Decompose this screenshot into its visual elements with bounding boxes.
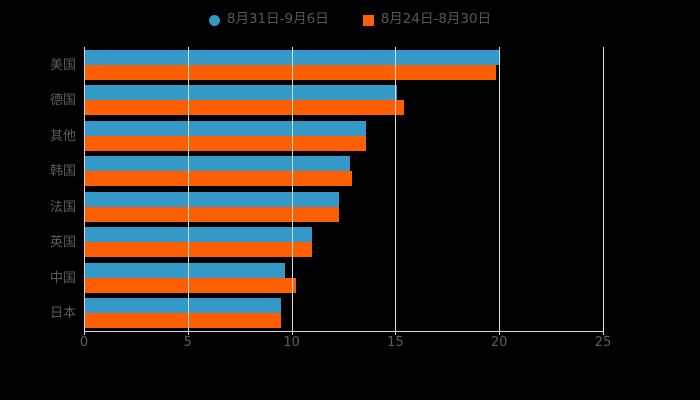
bar[interactable] — [84, 135, 367, 151]
bar-group — [84, 49, 603, 80]
bar[interactable] — [84, 156, 350, 172]
y-axis-tick-labels: 美国德国其他韩国法国英国中国日本 — [0, 47, 76, 331]
x-axis-tick-label: 5 — [183, 335, 192, 350]
x-axis-tick-label: 15 — [387, 335, 404, 350]
bar[interactable] — [84, 64, 497, 80]
bar[interactable] — [84, 100, 404, 116]
y-axis-tick-label: 日本 — [49, 306, 76, 322]
bar[interactable] — [84, 298, 282, 314]
y-axis-tick-label: 韩国 — [49, 164, 76, 180]
y-axis-tick-label: 德国 — [49, 93, 76, 109]
gridline — [84, 47, 85, 331]
legend-label-series-b: 8月24日-8月30日 — [380, 11, 492, 28]
y-axis-tick-label: 其他 — [49, 128, 76, 144]
bar[interactable] — [84, 191, 340, 207]
y-axis-tick-label: 美国 — [49, 57, 76, 73]
gridline — [395, 47, 397, 331]
x-axis-tick-label: 10 — [283, 335, 300, 350]
bar-group — [84, 227, 603, 258]
gridline — [499, 47, 501, 331]
x-axis-tick-label: 20 — [490, 335, 508, 350]
bar-group — [84, 191, 603, 222]
bar[interactable] — [84, 262, 286, 278]
bar-group — [84, 262, 603, 293]
legend-square-marker-icon — [362, 14, 374, 26]
x-axis-tick-mark — [395, 331, 397, 335]
bar-group — [84, 85, 603, 116]
bar[interactable] — [84, 242, 313, 258]
y-axis-tick-label: 中国 — [49, 270, 76, 286]
plot-area — [84, 47, 604, 331]
x-axis-tick-mark — [291, 331, 293, 335]
y-axis-tick-label: 英国 — [49, 235, 76, 251]
bar[interactable] — [84, 313, 282, 329]
gridline — [187, 47, 189, 331]
x-axis-tick-mark — [84, 331, 85, 335]
x-axis-tick-labels: 0 5 10 15 20 25 — [80, 335, 611, 356]
gridline — [291, 47, 293, 331]
legend-item-series-a[interactable]: 8月31日-9月6日 — [208, 11, 329, 28]
legend-circle-marker-icon — [208, 14, 220, 26]
x-axis-tick-label: 0 — [79, 335, 89, 350]
bar[interactable] — [84, 206, 340, 222]
x-axis-tick-mark — [603, 331, 604, 335]
bar[interactable] — [84, 171, 352, 187]
gridline — [603, 47, 604, 331]
x-axis-line — [84, 331, 604, 332]
x-axis-tick-label: 25 — [594, 335, 612, 350]
legend-item-series-b[interactable]: 8月24日-8月30日 — [362, 11, 492, 28]
bar[interactable] — [84, 227, 313, 243]
x-axis-tick-mark — [499, 331, 501, 335]
bar[interactable] — [84, 120, 367, 136]
bar-group — [84, 120, 603, 151]
bar[interactable] — [84, 277, 296, 293]
y-axis-tick-label: 法国 — [49, 199, 76, 215]
bar[interactable] — [84, 85, 398, 101]
bar-group — [84, 298, 603, 329]
chart-legend: 8月31日-9月6日 8月24日-8月30日 — [0, 8, 700, 32]
x-axis-tick-mark — [187, 331, 189, 335]
bar-group — [84, 156, 603, 187]
legend-label-series-a: 8月31日-9月6日 — [226, 11, 329, 28]
